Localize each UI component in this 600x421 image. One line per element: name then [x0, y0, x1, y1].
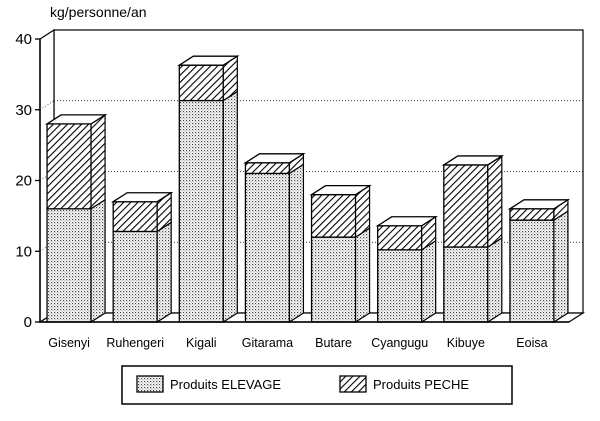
- bar-segment: [46, 208, 92, 323]
- bar-segment: [509, 219, 555, 323]
- bar-side: [156, 221, 172, 324]
- x-tick-label: Kibuye: [447, 336, 485, 350]
- y-tick-label: 30: [15, 102, 32, 119]
- x-axis: Gisenyi Ruhengeri Kigali Gitarama Butare Cyan…: [40, 321, 569, 350]
- legend-box: [121, 365, 513, 405]
- bar-segment: [377, 249, 423, 323]
- bar-segment: [244, 172, 291, 323]
- legend-swatch-elevage: [136, 375, 164, 393]
- bar-side: [222, 90, 238, 324]
- bars: [44, 55, 571, 324]
- bar-top: [441, 155, 505, 166]
- y-tick-label: 0: [24, 314, 32, 331]
- y-tick-label: 40: [15, 31, 32, 48]
- y-axis: 0 10 20 30 40: [15, 31, 41, 331]
- bar-segment: [112, 230, 158, 323]
- y-tick-label: 10: [15, 243, 32, 260]
- legend-label-elevage: Produits ELEVAGE: [170, 377, 281, 392]
- bar-side: [90, 113, 106, 210]
- bar-segment: [443, 246, 489, 323]
- bar-segment: [310, 193, 357, 238]
- bar-top: [243, 153, 306, 164]
- bar-top: [507, 199, 571, 210]
- x-tick-label: Kigali: [186, 336, 217, 350]
- x-tick-label: Cyangugu: [371, 336, 428, 350]
- bar-segment: [112, 201, 158, 233]
- bar-side: [553, 210, 569, 324]
- bar-segment: [509, 208, 555, 221]
- bar-side: [288, 163, 305, 324]
- bar-segment: [178, 99, 224, 323]
- legend-label-peche: Produits PECHE: [373, 377, 469, 392]
- bar-segment: [377, 225, 423, 251]
- bar-side: [487, 236, 503, 324]
- x-tick-label: Ruhengeri: [106, 336, 164, 350]
- y-tick-label: 20: [15, 173, 32, 190]
- x-tick-label: Gitarama: [242, 336, 293, 350]
- bar-side: [487, 154, 503, 249]
- legend-swatch-peche: [339, 375, 367, 393]
- bar-side: [90, 198, 106, 324]
- bar-segment: [310, 236, 357, 323]
- bar-side: [354, 227, 371, 324]
- bar-top: [309, 184, 372, 196]
- bar-top: [375, 216, 438, 227]
- bar-top: [44, 114, 108, 125]
- x-tick-label: Gisenyi: [48, 336, 90, 350]
- bar-top: [110, 192, 174, 203]
- bar-segment: [443, 164, 489, 248]
- bar-segment: [46, 123, 92, 210]
- x-tick-label: Eoisa: [516, 336, 547, 350]
- legend: Produits ELEVAGE Produits PECHE: [121, 365, 513, 405]
- bar-segment: [178, 64, 224, 102]
- y-axis-label: kg/personne/an: [50, 4, 147, 20]
- x-tick-label: Butare: [315, 336, 352, 350]
- bar-side: [421, 239, 437, 324]
- bar-top: [177, 55, 240, 66]
- bar-segment: [244, 162, 291, 175]
